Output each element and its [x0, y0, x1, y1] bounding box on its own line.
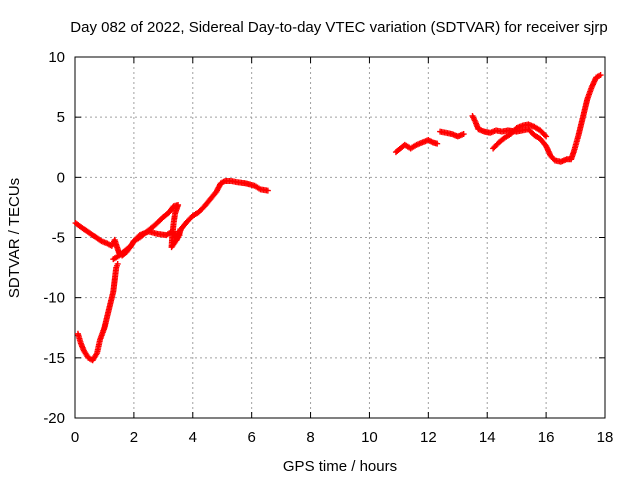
y-tick-label: -15	[43, 350, 65, 367]
x-tick-label: 12	[420, 429, 437, 446]
data-point-marker	[434, 140, 441, 147]
y-axis-label: SDTVAR / TECUs	[6, 178, 23, 298]
data-point-marker	[543, 133, 550, 140]
x-tick-label: 8	[306, 429, 314, 446]
data-point-marker	[541, 132, 548, 139]
x-tick-label: 2	[130, 429, 138, 446]
x-tick-label: 10	[361, 429, 378, 446]
x-tick-label: 4	[189, 429, 197, 446]
y-tick-label: 5	[57, 109, 65, 126]
y-tick-label: 0	[57, 169, 65, 186]
x-axis-label: GPS time / hours	[283, 458, 397, 475]
grid-lines	[75, 57, 605, 418]
y-tick-label: -10	[43, 290, 65, 307]
y-tick-label: 10	[48, 49, 65, 66]
data-point-marker	[460, 131, 467, 138]
y-tick-label: -20	[43, 410, 65, 427]
x-tick-label: 18	[597, 429, 614, 446]
chart-title: Day 082 of 2022, Sidereal Day-to-day VTE…	[70, 19, 607, 36]
data-point-marker	[597, 72, 604, 79]
x-tick-label: 14	[479, 429, 496, 446]
x-tick-label: 6	[247, 429, 255, 446]
data-point-marker	[114, 260, 121, 267]
data-points	[72, 72, 604, 364]
y-tick-label: -5	[52, 230, 65, 247]
x-tick-label: 0	[71, 429, 79, 446]
axis-ticks: 0 2 4 6 8 10 12 14 16 18 10 5 0 -5 -10 -15 -20	[43, 49, 613, 446]
data-point-marker	[264, 187, 271, 194]
x-tick-label: 16	[538, 429, 555, 446]
